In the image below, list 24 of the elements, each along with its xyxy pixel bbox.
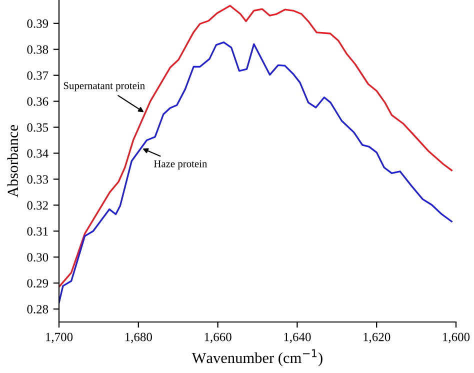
- x-tick-label: 1,600: [443, 332, 470, 344]
- y-tick-label: 0.32: [27, 201, 48, 210]
- y-tick-label: 0.33: [27, 175, 48, 184]
- x-tick-label: 1,700: [46, 332, 73, 344]
- y-tick-label: 0.39: [27, 19, 48, 28]
- y-tick-label: 0.28: [27, 305, 48, 314]
- y-tick-label: 0.34: [27, 149, 48, 158]
- line-series: [59, 41, 452, 304]
- annotation: Supernatant protein: [64, 82, 145, 92]
- x-tick-label: 1,680: [125, 332, 152, 344]
- y-tick-label: 0.30: [27, 253, 48, 262]
- x-tick-label: 1,620: [364, 332, 390, 344]
- line-series: [59, 4, 452, 288]
- y-axis-title: Absorbance: [7, 125, 18, 198]
- y-tick-label: 0.36: [27, 97, 48, 106]
- y-tick-label: 0.35: [27, 123, 48, 132]
- y-tick-label: 0.38: [27, 45, 48, 54]
- y-tick-label: 0.37: [27, 71, 48, 80]
- y-tick-label: 0.29: [27, 279, 48, 288]
- x-tick-label: 1,640: [284, 332, 311, 344]
- y-tick-label: 0.31: [27, 227, 48, 236]
- annotation: Haze protein: [154, 160, 208, 170]
- x-tick-label: 1,660: [204, 332, 232, 344]
- x-axis-title: Wavenumber (cm$^{−1}$): [192, 349, 322, 366]
